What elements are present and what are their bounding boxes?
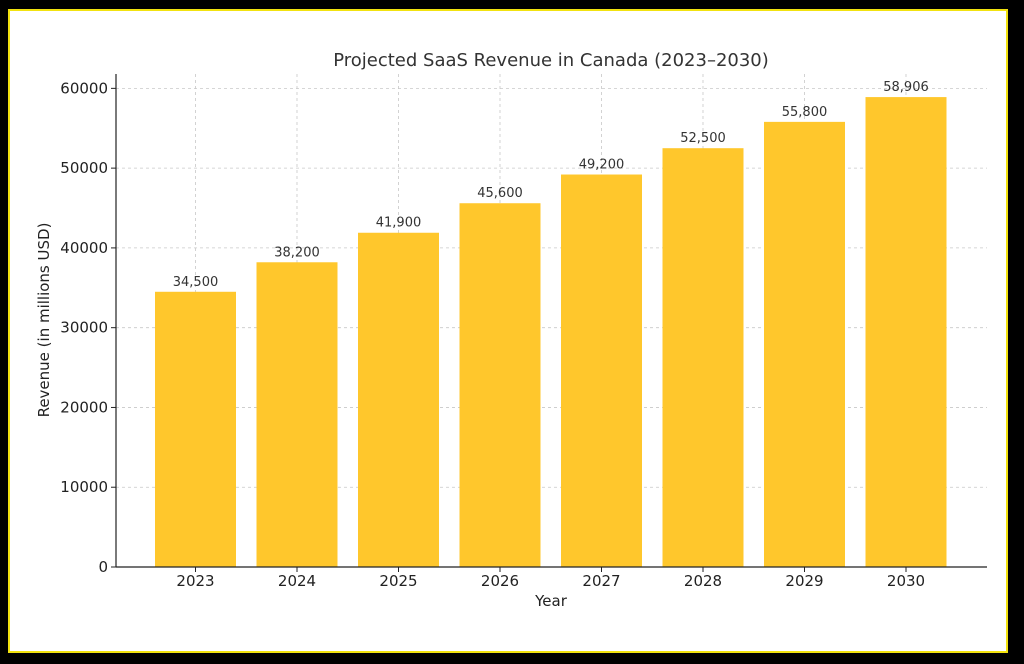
y-tick-label: 30000 bbox=[60, 319, 108, 337]
x-axis-label: Year bbox=[534, 592, 568, 610]
x-tick-label: 2030 bbox=[887, 572, 925, 590]
y-tick-label: 40000 bbox=[60, 239, 108, 257]
data-label: 34,500 bbox=[173, 275, 219, 290]
chart-title: Projected SaaS Revenue in Canada (2023–2… bbox=[333, 50, 769, 71]
x-tick-label: 2026 bbox=[481, 572, 519, 590]
axes bbox=[115, 74, 987, 568]
y-tick-label: 50000 bbox=[60, 159, 108, 177]
bar-2026 bbox=[459, 203, 541, 567]
x-tick-label: 2027 bbox=[582, 572, 620, 590]
x-tick-label: 2029 bbox=[785, 572, 823, 590]
bar-2027 bbox=[561, 174, 642, 567]
y-axis-label: Revenue (in millions USD) bbox=[35, 223, 53, 418]
y-tick-label: 0 bbox=[98, 558, 108, 576]
data-label: 55,800 bbox=[782, 105, 828, 120]
ticks: 0 10000 20000 30000 40000 50000 60000 2023 2024 2… bbox=[60, 79, 925, 590]
bar-2024 bbox=[256, 262, 338, 567]
x-tick-label: 2025 bbox=[379, 572, 417, 590]
x-tick-label: 2024 bbox=[278, 572, 316, 590]
bars bbox=[155, 97, 947, 568]
data-label: 58,906 bbox=[883, 80, 929, 95]
data-label: 49,200 bbox=[579, 158, 625, 173]
bar-2029 bbox=[764, 121, 845, 567]
x-tick-label: 2023 bbox=[176, 572, 214, 590]
data-label: 52,500 bbox=[680, 131, 726, 146]
bar-2030 bbox=[865, 97, 947, 568]
data-label: 41,900 bbox=[376, 216, 422, 231]
y-tick-label: 10000 bbox=[60, 478, 108, 496]
grid bbox=[116, 74, 987, 567]
data-label: 45,600 bbox=[477, 186, 523, 201]
y-tick-label: 60000 bbox=[60, 79, 108, 97]
x-tick-label: 2028 bbox=[684, 572, 722, 590]
data-label: 38,200 bbox=[274, 245, 320, 260]
y-tick-label: 20000 bbox=[60, 398, 108, 416]
bar-2028 bbox=[662, 148, 744, 567]
bar-2023 bbox=[155, 291, 236, 567]
data-labels: 34,500 38,200 41,900 45,600 49,200 52,500 55,8… bbox=[173, 80, 929, 290]
bar-2025 bbox=[358, 232, 439, 567]
